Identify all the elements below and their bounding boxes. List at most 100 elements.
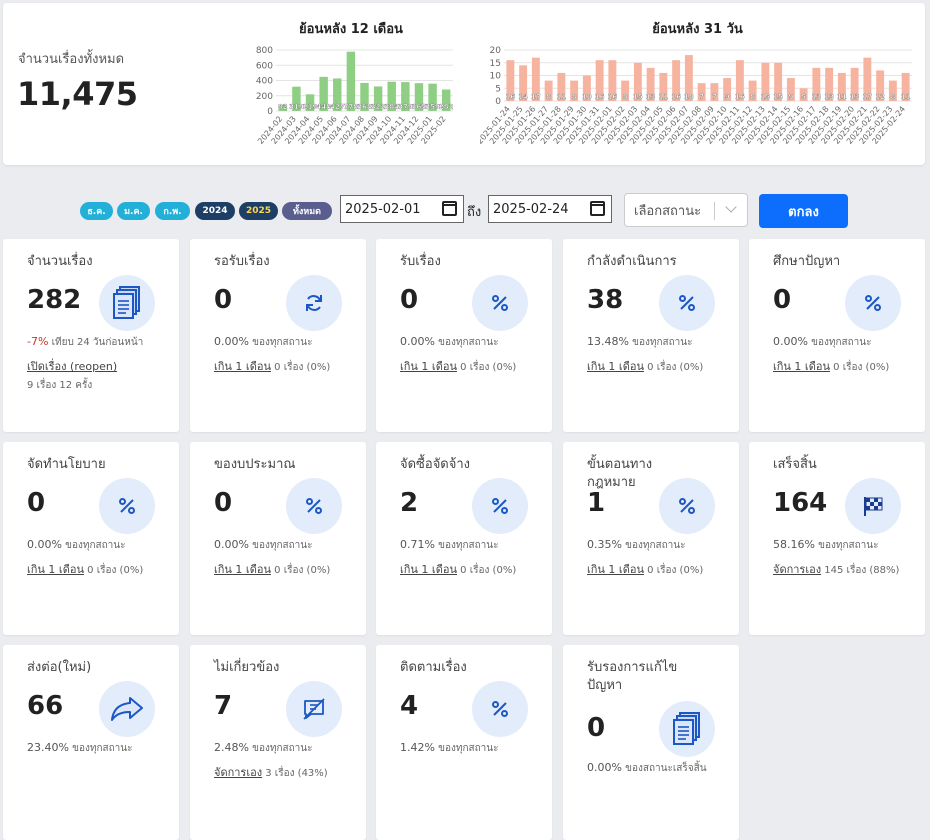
percent-icon (99, 478, 155, 534)
bar (595, 60, 604, 101)
y-tick-label: 20 (490, 46, 502, 56)
card-link[interactable]: เปิดเรื่อง (reopen) (27, 360, 118, 373)
chip-dec[interactable]: ธ.ค. (80, 202, 113, 220)
calendar-icon[interactable] (442, 201, 457, 216)
card-link[interactable]: เกิน 1 เดือน (400, 360, 457, 373)
bar (786, 78, 795, 101)
card-link-text: 0 เรื่อง (0%) (647, 362, 704, 373)
bar (570, 80, 579, 101)
y-tick-label: 5 (495, 84, 501, 94)
bar-data-label: 11 (659, 93, 669, 101)
chip-jan[interactable]: ม.ค. (117, 202, 150, 220)
bar (582, 75, 591, 101)
card-label: รอรับเรื่อง (214, 254, 270, 269)
status-card[interactable]: ศึกษาปัญหา 0 0.00% ของทุกสถานะ เกิน 1 เดือน… (749, 239, 925, 432)
card-link-line: เกิน 1 เดือน 0 เรื่อง (0%) (587, 562, 737, 579)
card-link[interactable]: เกิน 1 เดือน (27, 563, 84, 576)
documents-icon (99, 275, 155, 331)
percent-text: ของทุกสถานะ (252, 540, 313, 551)
card-link[interactable]: เกิน 1 เดือน (773, 360, 830, 373)
status-card[interactable]: รอรับเรื่อง 0 0.00% ของทุกสถานะ เกิน 1 เดือ… (190, 239, 366, 432)
bar-data-label: 427 (330, 103, 345, 111)
card-link[interactable]: เกิน 1 เดือน (587, 563, 644, 576)
bar-data-label: 8 (750, 93, 755, 101)
status-card[interactable]: จัดทำนโยบาย 0 0.00% ของทุกสถานะ เกิน 1 เดือ… (3, 442, 179, 635)
refresh-icon (286, 275, 342, 331)
card-link[interactable]: เกิน 1 เดือน (214, 563, 271, 576)
bar (401, 82, 410, 111)
date-to-input[interactable]: 2025-02-24 (488, 195, 612, 223)
status-card[interactable]: ส่งต่อ(ใหม่) 66 23.40% ของทุกสถานะ (3, 645, 179, 840)
status-card[interactable]: จัดซื้อจัดจ้าง 2 0.71% ของทุกสถานะ เกิน 1 เ… (376, 442, 552, 635)
date-to-label: ถึง (467, 205, 482, 220)
status-card[interactable]: กำลังดำเนินการ 38 13.48% ของทุกสถานะ เกิน 1… (563, 239, 739, 432)
chart-31-days: 05101520162025-01-24142025-01-25172025-0… (480, 46, 912, 146)
status-select[interactable]: เลือกสถานะ (624, 193, 748, 227)
chip-2024[interactable]: 2024 (195, 202, 235, 220)
card-label: ขั้นตอนทางกฎหมาย (587, 457, 653, 490)
card-link-text: 0 เรื่อง (0%) (460, 565, 517, 576)
bar (684, 55, 693, 101)
card-label: ส่งต่อ(ใหม่) (27, 660, 92, 675)
bar-data-label: 7 (712, 93, 717, 101)
card-link[interactable]: จัดการเอง (214, 766, 263, 779)
bar (799, 88, 808, 101)
status-card[interactable]: จำนวนเรื่อง 282 -7% เทียบ 24 วันก่อนหน้า เป… (3, 239, 179, 432)
bar-data-label: 5 (801, 93, 806, 101)
card-value: 0 (214, 285, 233, 315)
card-link[interactable]: เกิน 1 เดือน (400, 563, 457, 576)
card-link-line: เปิดเรื่อง (reopen) (27, 359, 177, 376)
card-link-text: 145 เรื่อง (88%) (824, 565, 900, 576)
status-card[interactable]: ไม่เกี่ยวข้อง 7 2.48% ของทุกสถานะ จัดการเอง… (190, 645, 366, 840)
card-link[interactable]: เกิน 1 เดือน (587, 360, 644, 373)
bar (761, 62, 770, 101)
card-percent: 0.71% ของทุกสถานะ (400, 538, 499, 553)
card-percent: 0.00% ของทุกสถานะ (27, 538, 126, 553)
bar-data-label: 17 (863, 93, 873, 101)
bar (646, 67, 655, 101)
chip-2025[interactable]: 2025 (239, 202, 278, 220)
total-label: จำนวนเรื่องทั้งหมด (18, 52, 125, 67)
percent-icon (845, 275, 901, 331)
card-value: 66 (27, 691, 64, 721)
status-card[interactable]: รับรองการแก้ไขปัญหา 0 0.00% ของสถานะเสร็จส… (563, 645, 739, 840)
card-link[interactable]: จัดการเอง (773, 563, 822, 576)
status-card[interactable]: ขั้นตอนทางกฎหมาย 1 0.35% ของทุกสถานะ เกิน 1… (563, 442, 739, 635)
status-card[interactable]: เสร็จสิ้น 164 58.16% ของทุกสถานะ จัดการเอง … (749, 442, 925, 635)
percent-text: ของทุกสถานะ (438, 743, 499, 754)
card-value: 282 (27, 285, 82, 315)
card-percent: 58.16% ของทุกสถานะ (773, 538, 879, 553)
percent-text: ของทุกสถานะ (811, 337, 872, 348)
bar (748, 80, 757, 101)
bar-data-label: 18 (684, 93, 694, 101)
card-percent: 2.48% ของทุกสถานะ (214, 741, 313, 756)
status-card[interactable]: ติดตามเรื่อง 4 1.42% ของทุกสถานะ (376, 645, 552, 840)
bar (774, 62, 783, 101)
checkered-flag-icon (845, 478, 901, 534)
percent-value: 0.00% (214, 335, 249, 348)
bar-data-label: 7 (699, 93, 704, 101)
chart-31-days-title: ย้อนหลัง 31 วัน (652, 22, 743, 37)
bar-data-label: 13 (812, 93, 822, 101)
card-label: เสร็จสิ้น (773, 457, 817, 472)
status-card[interactable]: ของบประมาณ 0 0.00% ของทุกสถานะ เกิน 1 เดือน… (190, 442, 366, 635)
bar-data-label: 11 (901, 93, 911, 101)
bar-data-label: 16 (735, 93, 745, 101)
bar-data-label: 219 (303, 103, 318, 111)
change-text: เทียบ 24 วันก่อนหน้า (51, 337, 144, 348)
status-card[interactable]: รับเรื่อง 0 0.00% ของทุกสถานะ เกิน 1 เดือน … (376, 239, 552, 432)
card-link[interactable]: เกิน 1 เดือน (214, 360, 271, 373)
status-select-placeholder: เลือกสถานะ (634, 203, 702, 219)
date-from-input[interactable]: 2025-02-01 (340, 195, 464, 223)
calendar-icon[interactable] (590, 201, 605, 216)
card-link-text: 0 เรื่อง (0%) (833, 362, 890, 373)
chevron-down-icon[interactable] (725, 201, 737, 213)
percent-text: ของทุกสถานะ (818, 540, 879, 551)
bar (414, 83, 424, 111)
chip-all[interactable]: ทั้งหมด (282, 202, 332, 220)
submit-button[interactable]: ตกลง (759, 194, 848, 228)
card-link-line: เกิน 1 เดือน 0 เรื่อง (0%) (773, 359, 923, 376)
chip-feb[interactable]: ก.พ. (155, 202, 190, 220)
bar-data-label: 17 (531, 93, 541, 101)
share-arrow-icon (99, 681, 155, 737)
